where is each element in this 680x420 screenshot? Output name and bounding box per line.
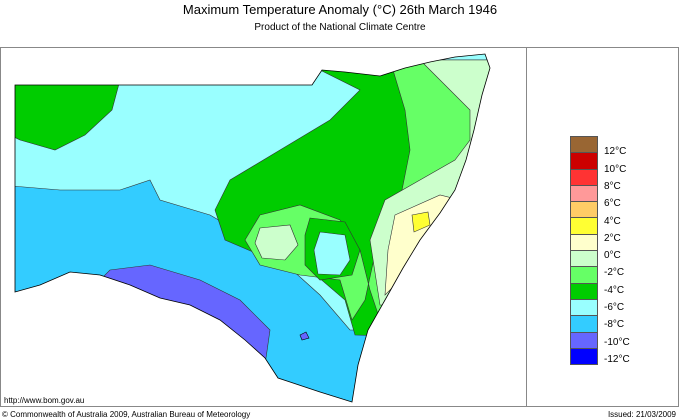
- source-url: http://www.bom.gov.au: [4, 396, 85, 405]
- legend-label: -8°C: [604, 319, 625, 331]
- legend-swatch: [570, 250, 598, 268]
- legend-label: -4°C: [604, 284, 625, 296]
- nsw-border: [14, 53, 491, 403]
- map-title: Maximum Temperature Anomaly (°C) 26th Ma…: [182, 2, 498, 17]
- legend-swatch: [570, 168, 598, 186]
- legend-swatch: [570, 152, 598, 170]
- legend: 12°C 10°C 8°C 6°C 4°C 2°C 0°C -2°C -4°C -6°C -8°C -…: [570, 136, 630, 366]
- legend-label: 10°C: [604, 163, 627, 175]
- issued-date: Issued: 21/03/2009: [607, 410, 676, 419]
- copyright: © Commonwealth of Australia 2009, Austra…: [2, 410, 251, 419]
- legend-label: 4°C: [604, 215, 621, 227]
- legend-label: 8°C: [604, 180, 621, 192]
- legend-label: -10°C: [604, 336, 630, 348]
- legend-swatch: [570, 217, 598, 235]
- legend-swatch: [570, 331, 598, 349]
- legend-label: -2°C: [604, 267, 625, 279]
- contour-minus6-to-minus8-inner: [313, 231, 351, 276]
- panel-divider: [526, 47, 527, 407]
- act-border: [299, 331, 310, 341]
- legend-swatch: [570, 282, 598, 300]
- map-frame: [0, 47, 679, 407]
- map-subtitle: Product of the National Climate Centre: [254, 22, 426, 33]
- legend-swatch: [570, 315, 598, 333]
- legend-label: 6°C: [604, 198, 621, 210]
- legend-label: 0°C: [604, 250, 621, 262]
- legend-label: -12°C: [604, 353, 630, 365]
- legend-swatch: [570, 266, 598, 284]
- legend-swatch: [570, 184, 598, 203]
- legend-swatch: [570, 136, 598, 154]
- legend-swatch: [570, 347, 598, 366]
- legend-label: 2°C: [604, 232, 621, 244]
- legend-swatch: [570, 201, 598, 219]
- legend-label: 12°C: [604, 146, 627, 158]
- contour-0-to-minus2-inner: [254, 224, 299, 261]
- legend-swatch: [570, 233, 598, 252]
- contour-4-to-2: [411, 211, 431, 233]
- legend-swatch: [570, 298, 598, 317]
- legend-label: -6°C: [604, 302, 625, 313]
